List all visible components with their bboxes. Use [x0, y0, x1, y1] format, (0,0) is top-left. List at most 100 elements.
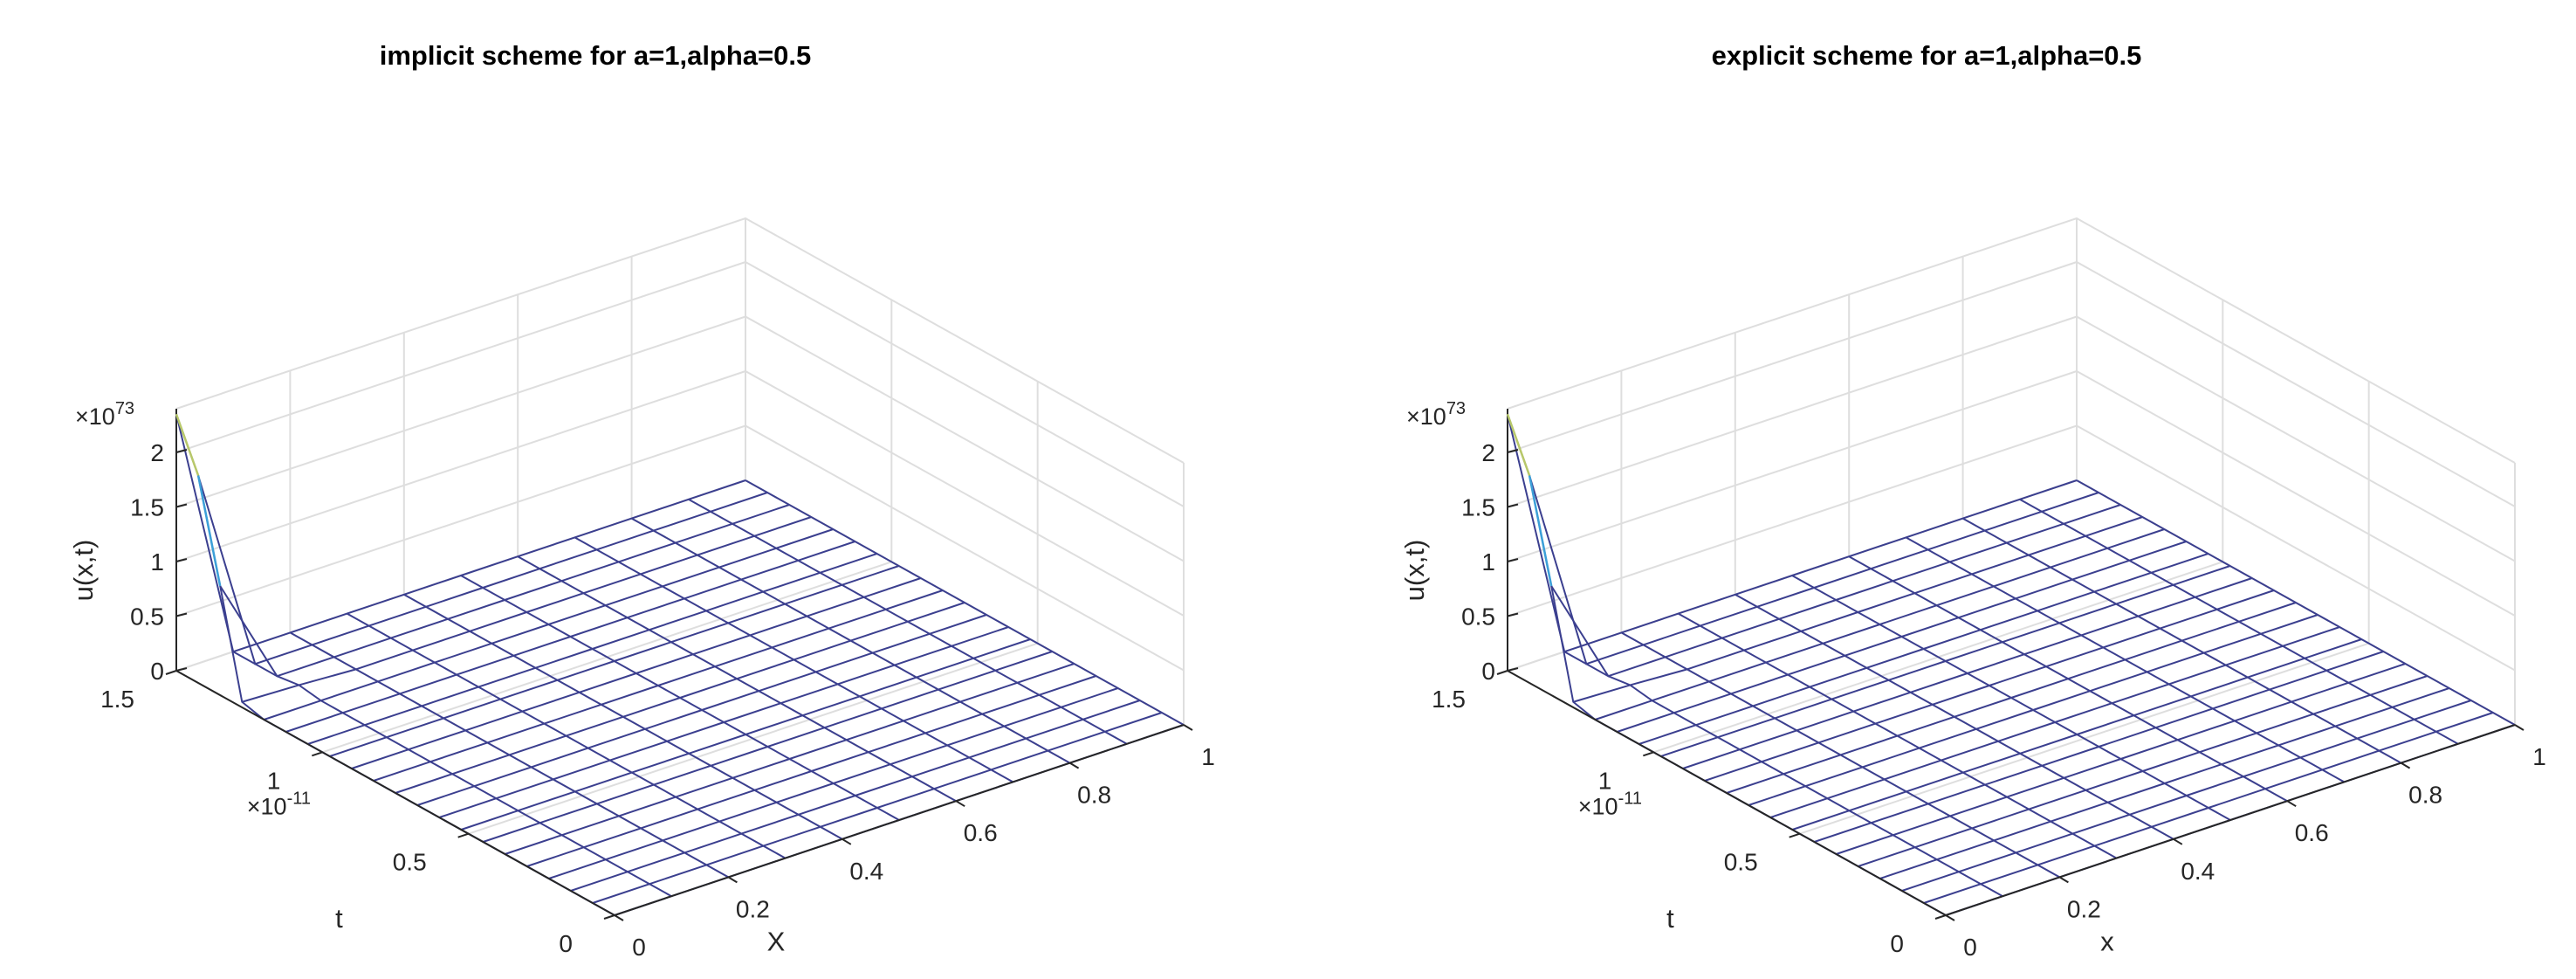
- z-exponent-label: ×1073: [75, 399, 134, 430]
- x-axis-label: X: [767, 927, 786, 957]
- surface-mesh: [175, 413, 1185, 916]
- t-tick-mark: [312, 751, 323, 757]
- z-tick-label: 1.5: [130, 494, 164, 521]
- mesh-line-x-7: [574, 536, 1013, 783]
- x-tick-mark: [614, 914, 624, 921]
- grid-line-z: [1507, 424, 2516, 672]
- chart-title: implicit scheme for a=1,alpha=0.5: [380, 40, 812, 71]
- grid-edge-top: [175, 217, 1185, 464]
- z-tick-mark: [1507, 612, 1519, 617]
- chart-panel-2: 00.20.40.60.8100.511.500.511.52×1073×10-…: [1399, 40, 2546, 961]
- z-tick-mark: [175, 667, 188, 672]
- mesh-line-x-5: [460, 575, 900, 821]
- grid-line-z: [175, 479, 1185, 726]
- z-tick-mark: [1507, 449, 1519, 453]
- t-tick-mark: [1934, 914, 1947, 920]
- z-exponent-times: ×10: [1406, 403, 1446, 430]
- x-tick-mark: [727, 876, 738, 884]
- grid-line-z: [175, 315, 1185, 562]
- x-tick-label: 0: [632, 934, 646, 961]
- z-tick-label: 0.5: [1461, 603, 1495, 631]
- mesh-line-x-2: [289, 631, 729, 879]
- t-tick-label: 1.5: [1432, 686, 1466, 713]
- mesh-line-x-4: [403, 593, 843, 840]
- mesh-line-x-6: [1848, 555, 2288, 803]
- t-axis-line: [1507, 670, 1947, 916]
- mesh-line-t-17: [242, 516, 812, 703]
- x-tick-label: 0.4: [2181, 858, 2215, 885]
- x-tick-mark: [955, 800, 965, 808]
- grid-line-z: [175, 424, 1185, 672]
- x-tick-label: 0.8: [1077, 782, 1111, 809]
- grid-line-z: [175, 260, 1185, 507]
- x-tick-mark: [1183, 724, 1193, 731]
- mesh-line-x-3: [347, 612, 787, 859]
- z-exponent-times: ×10: [75, 403, 115, 430]
- t-tick-label: 1.5: [100, 686, 134, 713]
- x-tick-mark: [2286, 800, 2297, 808]
- mesh-line-x-3: [1678, 612, 2118, 859]
- t-tick-label: 0: [1890, 930, 1904, 957]
- z-exponent-label: ×1073: [1406, 399, 1466, 430]
- z-tick-label: 0: [150, 658, 164, 685]
- mesh-line-x-9: [2019, 498, 2459, 745]
- z-tick-mark: [175, 503, 188, 508]
- t-exponent-power: -11: [287, 789, 311, 808]
- x-tick-label: 0.2: [2067, 895, 2101, 922]
- t-tick-mark: [603, 914, 615, 920]
- t-axis-line: [175, 670, 615, 916]
- z-tick-label: 1: [1481, 548, 1495, 576]
- z-exponent-power: 73: [1446, 399, 1466, 418]
- t-exponent-power: -11: [1618, 789, 1642, 808]
- x-tick-mark: [2514, 724, 2524, 731]
- surface-mesh: [1506, 413, 2516, 916]
- t-exponent-times: ×10: [247, 793, 287, 819]
- chart-panel-1: 00.20.40.60.8100.511.500.511.52×1073×10-…: [68, 40, 1215, 961]
- z-axis-label: u(x,t): [68, 540, 99, 602]
- t-tick-mark: [1643, 751, 1654, 757]
- spike-segment-top: [1506, 413, 1531, 476]
- chart-title: explicit scheme for a=1,alpha=0.5: [1712, 40, 2142, 71]
- z-tick-mark: [175, 558, 188, 562]
- z-tick-mark: [1507, 558, 1519, 562]
- x-axis-line: [1945, 724, 2516, 916]
- x-axis-label: x: [2100, 927, 2114, 957]
- z-tick-label: 1: [150, 548, 164, 576]
- z-tick-mark: [175, 449, 188, 453]
- t-tick-label: 0.5: [1724, 849, 1758, 876]
- x-tick-label: 0.2: [736, 895, 770, 922]
- x-tick-mark: [2058, 876, 2069, 884]
- t-axis-label: t: [335, 903, 343, 934]
- spike-segment-top: [175, 413, 200, 476]
- mesh-line-x-10: [745, 479, 1185, 726]
- grid-line-z: [1507, 260, 2516, 507]
- mesh-line-x-1: [1563, 651, 2003, 898]
- z-tick-label: 0.5: [130, 603, 164, 631]
- x-tick-mark: [841, 838, 852, 845]
- t-exponent-label: ×10-11: [1578, 789, 1642, 819]
- grid-line-z: [175, 369, 1185, 617]
- x-tick-mark: [2401, 762, 2411, 769]
- z-tick-label: 0: [1481, 658, 1495, 685]
- grid-line-z: [1507, 369, 2516, 617]
- mesh-line-x-8: [631, 517, 1071, 764]
- z-tick-mark: [1507, 667, 1519, 672]
- x-tick-label: 0.8: [2408, 782, 2442, 809]
- grid-lines: [175, 217, 1185, 916]
- spike-segment-mid: [1528, 475, 1553, 587]
- x-tick-mark: [1069, 762, 1080, 769]
- mesh-line-x-2: [1620, 631, 2060, 879]
- t-tick-mark: [1496, 670, 1508, 675]
- mesh-line-x-1: [232, 651, 672, 898]
- t-tick-mark: [1789, 832, 1800, 838]
- z-tick-label: 2: [1481, 439, 1495, 466]
- mesh-line-x-7: [1905, 536, 2345, 783]
- z-exponent-power: 73: [115, 399, 134, 418]
- grid-line-z: [1507, 315, 2516, 562]
- mesh-line-x-5: [1791, 575, 2231, 821]
- grid-line-z: [1507, 479, 2516, 726]
- mesh-line-t-17: [1573, 516, 2143, 703]
- x-tick-label: 0.4: [849, 858, 883, 885]
- x-tick-label: 0: [1963, 934, 1977, 961]
- z-tick-label: 1.5: [1461, 494, 1495, 521]
